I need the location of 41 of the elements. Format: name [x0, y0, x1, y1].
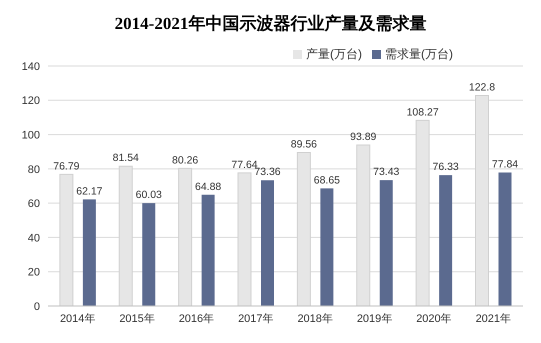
- x-tick-label: 2015年: [119, 312, 155, 325]
- legend-label: 需求量(万台): [385, 47, 453, 61]
- data-label: 81.54: [112, 152, 140, 164]
- bar: [498, 172, 512, 306]
- y-tick-label: 120: [22, 95, 40, 108]
- x-tick-label: 2020年: [416, 312, 452, 325]
- bar: [380, 180, 393, 306]
- x-tick-label: 2021年: [476, 312, 512, 325]
- bar: [439, 175, 452, 306]
- legend-label: 产量(万台): [306, 47, 362, 61]
- data-label: 76.33: [432, 161, 459, 174]
- data-label: 89.56: [290, 138, 318, 150]
- x-tick-label: 2017年: [238, 312, 274, 325]
- data-label: 93.89: [350, 131, 377, 144]
- y-tick-label: 60: [28, 198, 40, 210]
- y-tick-label: 100: [22, 129, 40, 142]
- bar: [261, 180, 274, 306]
- data-label: 122.8: [468, 81, 496, 94]
- data-label: 62.17: [76, 185, 103, 198]
- x-tick-label: 2019年: [356, 312, 392, 325]
- y-tick-label: 80: [28, 164, 40, 176]
- bar: [142, 203, 156, 306]
- data-label: 73.43: [373, 166, 400, 178]
- chart-title: 2014-2021年中国示波器行业产量及需求量: [114, 13, 428, 35]
- data-label: 76.79: [53, 160, 80, 172]
- data-label: 60.03: [136, 189, 162, 202]
- bar: [320, 188, 334, 306]
- x-tick-label: 2014年: [60, 312, 96, 325]
- y-tick-label: 0: [34, 300, 40, 313]
- y-tick-label: 140: [22, 60, 40, 73]
- data-label: 108.27: [406, 106, 439, 118]
- y-tick-label: 20: [28, 266, 40, 279]
- data-label: 80.26: [172, 154, 198, 166]
- y-tick-label: 40: [28, 232, 40, 244]
- x-tick-label: 2016年: [178, 312, 214, 325]
- data-label: 64.88: [194, 180, 222, 193]
- bar: [202, 194, 215, 306]
- data-label: 77.84: [492, 158, 518, 171]
- data-label: 68.65: [314, 174, 340, 186]
- x-tick-label: 2018年: [297, 312, 333, 325]
- bar: [82, 199, 96, 306]
